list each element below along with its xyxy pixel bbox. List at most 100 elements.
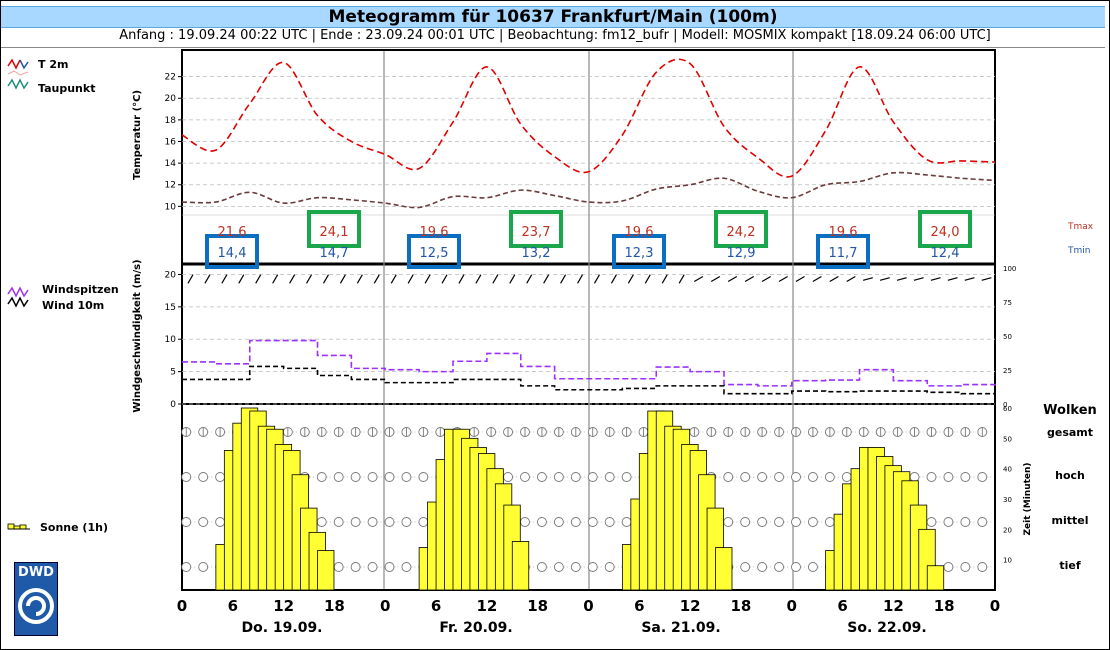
wind-direction-glyph-15 [306, 274, 313, 284]
x-hour-label-2-0: 0 [583, 597, 593, 615]
wind-direction-glyph-59 [678, 274, 685, 284]
temp-series-1-line [181, 171, 996, 209]
x-hour-label-1-2: 12 [476, 597, 497, 615]
x-hour-label-3-1: 6 [837, 597, 847, 615]
wind-direction-glyph-41 [526, 274, 533, 284]
cloud-symbol-3-48.5 [587, 562, 598, 572]
day-label-1: Fr. 20.09. [439, 620, 513, 636]
x-hour-label-3-2: 12 [883, 597, 904, 615]
wind-direction-glyph-61 [693, 275, 704, 283]
wind-direction-glyph-67 [744, 275, 755, 283]
cloud-symbol-2-16.5 [316, 517, 327, 527]
tmin-highlight-box-0 [205, 234, 259, 269]
x-hour-label-2-3: 18 [731, 597, 752, 615]
wind-direction-glyph-71 [778, 275, 788, 283]
cloud-symbol-2-0.5 [181, 517, 192, 527]
cloud-symbol-2-22.5 [367, 517, 378, 527]
cloud-symbol-2-50.5 [604, 517, 615, 527]
cloud-symbol-3-46.5 [570, 562, 581, 572]
cloud-symbol-3-22.5 [367, 562, 378, 572]
wind-direction-glyph-81 [862, 277, 873, 281]
cloud-symbol-1-70.5 [774, 472, 784, 482]
cloud-symbol-2-68.5 [757, 517, 768, 527]
sun-y2tick-label-1: 20 [1003, 526, 1012, 534]
cloud-symbol-2-92.5 [960, 517, 971, 527]
tmax-label-1: 24,1 [320, 225, 349, 240]
wind-direction-glyph-33 [458, 274, 465, 284]
page-subtitle: Anfang : 19.09.24 00:22 UTC | Ende : 23.… [119, 28, 991, 43]
wind-y2tick-label-2: 50 [1003, 333, 1012, 341]
x-hour-label-1-3: 18 [527, 597, 548, 615]
wind-direction-glyph-83 [879, 277, 890, 281]
cloud-symbol-1-22.5 [367, 472, 378, 482]
cloud-symbol-3-24.5 [384, 562, 395, 572]
cloud-symbol-1-42.5 [536, 472, 547, 482]
x-hour-label-0-3: 18 [324, 597, 345, 615]
tmax-highlight-box-3 [918, 210, 972, 248]
wind-direction-glyph-85 [896, 277, 907, 281]
cloud-symbol-1-44.5 [553, 472, 564, 482]
tmin-label-0: 14,4 [218, 246, 247, 261]
sun-bar-3-12 [926, 565, 945, 591]
cloud-symbol-1-40.5 [520, 472, 530, 482]
cloud-symbol-3-0.5 [181, 562, 192, 572]
wind-direction-glyph-45 [560, 274, 567, 284]
cloud-symbol-2-2.5 [198, 517, 209, 527]
x-hour-label-3-3: 18 [934, 597, 955, 615]
temp-ytick-label-5: 20 [165, 94, 177, 104]
cloud-symbol-1-88.5 [926, 472, 937, 482]
cloud-symbol-3-2.5 [198, 562, 209, 572]
legend-sonne: Sonne (1h) [40, 521, 108, 534]
cloud-level-gesamt: gesamt [1046, 426, 1094, 439]
legend-wind10m: Wind 10m [42, 299, 105, 312]
tmin-highlight-box-1 [407, 234, 461, 269]
wind-direction-glyph-51 [610, 274, 617, 284]
tmax-label-4: 19,6 [625, 225, 654, 240]
page-title: Meteogramm für 10637 Frankfurt/Main (100… [1, 6, 1105, 28]
cloud-symbol-2-20.5 [350, 517, 361, 527]
x-hour-label-0-1: 6 [228, 597, 238, 615]
cloud-symbol-1-48.5 [587, 472, 598, 482]
wind-direction-glyph-65 [727, 275, 738, 283]
taupunkt-legend-icon [7, 78, 29, 90]
wind-direction-glyph-47 [577, 274, 584, 284]
sun-bar-1-11 [511, 541, 530, 591]
wind-direction-glyph-19 [339, 274, 346, 284]
cloud-level-tief: tief [1059, 559, 1081, 572]
wind-direction-glyph-25 [390, 274, 397, 284]
wind-direction-glyph-39 [509, 274, 516, 284]
cloud-symbol-3-26.5 [401, 562, 412, 572]
cloud-symbol-1-92.5 [960, 472, 971, 482]
wind-direction-glyph-1 [187, 274, 194, 284]
cloud-symbol-2-72.5 [791, 517, 801, 527]
cloud-symbol-3-66.5 [740, 562, 751, 572]
temp-ytick-label-2: 14 [165, 159, 177, 169]
sun-y2tick-label-0: 10 [1003, 557, 1012, 565]
cloud-symbol-2-94.5 [977, 517, 988, 527]
cloud-symbol-1-28.5 [418, 472, 429, 482]
cloud-symbol-3-50.5 [604, 562, 615, 572]
cloud-symbol-3-72.5 [791, 562, 801, 572]
wind-direction-glyph-5 [221, 274, 228, 284]
wind-y2tick-label-1: 25 [1003, 367, 1012, 375]
tmin-label-3: 13,2 [522, 246, 551, 261]
cloud-symbol-3-70.5 [774, 562, 784, 572]
legend-tmin: Tmin [1068, 246, 1091, 256]
cloud-symbol-1-90.5 [943, 472, 954, 482]
cloud-symbol-2-48.5 [587, 517, 598, 527]
cloud-symbol-3-68.5 [757, 562, 768, 572]
sun-y2tick-label-4: 50 [1003, 435, 1012, 443]
cloud-symbol-2-26.5 [401, 517, 412, 527]
sun-bar-0-12 [317, 550, 335, 591]
x-hour-label-1-1: 6 [431, 597, 441, 615]
wind-direction-glyph-29 [424, 274, 431, 284]
wind-direction-glyph-55 [644, 274, 651, 284]
x-hour-label-0-0: 0 [177, 597, 187, 615]
wind-direction-glyph-91 [947, 277, 958, 281]
wind-ytick-label-1: 5 [170, 368, 176, 378]
x-hour-label-2-2: 12 [680, 597, 701, 615]
cloud-symbol-3-90.5 [943, 562, 954, 572]
cloud-symbol-2-66.5 [740, 517, 751, 527]
